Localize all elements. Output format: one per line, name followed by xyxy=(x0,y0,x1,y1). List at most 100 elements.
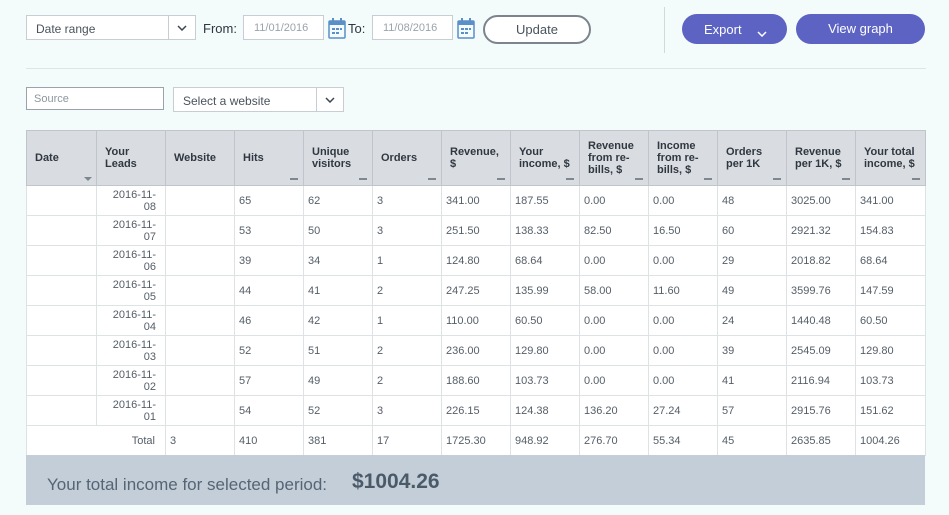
cell-revenue: 251.50 xyxy=(441,215,511,246)
cell-total-income-rebills: 55.34 xyxy=(648,425,718,456)
sort-icon[interactable] xyxy=(566,178,574,180)
cell-orders-per-1k: 41 xyxy=(717,365,787,396)
col-header-leads[interactable]: Your Leads xyxy=(96,130,166,186)
cell-total-total-income: 1004.26 xyxy=(855,425,926,456)
cell-total-orders: 17 xyxy=(372,425,442,456)
sort-icon[interactable] xyxy=(635,178,643,180)
cell-empty xyxy=(26,335,97,366)
cell-revenue: 226.15 xyxy=(441,395,511,426)
cell-orders: 3 xyxy=(372,185,442,216)
from-date-input[interactable]: 11/01/2016 xyxy=(243,15,324,40)
col-header-orders[interactable]: Orders xyxy=(372,130,442,186)
cell-orders-per-1k: 24 xyxy=(717,305,787,336)
cell-unique: 51 xyxy=(303,335,373,366)
cell-date: 2016-11-03 xyxy=(96,335,166,366)
cell-date: 2016-11-02 xyxy=(96,365,166,396)
website-select-value: Select a website xyxy=(183,94,271,108)
cell-total-income: 103.73 xyxy=(855,365,926,396)
cell-website xyxy=(165,395,235,426)
sort-icon[interactable] xyxy=(842,178,850,180)
col-header-website[interactable]: Website xyxy=(165,130,235,186)
col-header-rebills[interactable]: Revenue from re-bills, $ xyxy=(579,130,649,186)
export-button[interactable]: Export xyxy=(682,14,787,44)
cell-orders: 1 xyxy=(372,305,442,336)
cell-orders: 3 xyxy=(372,215,442,246)
cell-revenue-per-1k: 3599.76 xyxy=(786,275,856,306)
cell-income: 135.99 xyxy=(510,275,580,306)
cell-income: 129.80 xyxy=(510,335,580,366)
cell-empty xyxy=(26,245,97,276)
source-input[interactable]: Source xyxy=(26,87,164,110)
cell-orders-per-1k: 39 xyxy=(717,335,787,366)
sort-icon[interactable] xyxy=(912,178,920,180)
chevron-down-icon xyxy=(316,88,343,111)
cell-unique: 50 xyxy=(303,215,373,246)
calendar-icon[interactable] xyxy=(328,18,346,39)
sort-icon[interactable] xyxy=(428,178,436,180)
cell-unique: 41 xyxy=(303,275,373,306)
table-row: 2016-11-03 52 51 2 236.00 129.80 0.00 0.… xyxy=(26,335,926,366)
date-range-select[interactable]: Date range xyxy=(26,15,196,40)
header-label: Unique visitors xyxy=(312,146,352,170)
cell-rebills: 0.00 xyxy=(579,305,649,336)
cell-hits: 52 xyxy=(234,335,304,366)
website-select[interactable]: Select a website xyxy=(173,87,344,112)
col-header-hits[interactable]: Hits xyxy=(234,130,304,186)
cell-income: 68.64 xyxy=(510,245,580,276)
cell-income-rebills: 0.00 xyxy=(648,365,718,396)
col-header-income[interactable]: Your income, $ xyxy=(510,130,580,186)
header-label: Revenue, $ xyxy=(450,146,499,170)
header-label: Your total income, $ xyxy=(864,146,915,170)
sort-icon[interactable] xyxy=(359,178,367,180)
cell-income: 187.55 xyxy=(510,185,580,216)
table-row: 2016-11-05 44 41 2 247.25 135.99 58.00 1… xyxy=(26,275,926,306)
cell-revenue: 236.00 xyxy=(441,335,511,366)
header-label: Date xyxy=(35,152,59,164)
col-header-income-rebills[interactable]: Income from re-bills, $ xyxy=(648,130,718,186)
to-date-input[interactable]: 11/08/2016 xyxy=(372,15,453,40)
cell-empty xyxy=(26,365,97,396)
cell-orders: 2 xyxy=(372,365,442,396)
cell-orders-per-1k: 60 xyxy=(717,215,787,246)
cell-empty xyxy=(26,275,97,306)
cell-total-hits: 410 xyxy=(234,425,304,456)
cell-rebills: 82.50 xyxy=(579,215,649,246)
header-label: Revenue per 1K, $ xyxy=(795,146,842,170)
cell-revenue-per-1k: 3025.00 xyxy=(786,185,856,216)
calendar-icon[interactable] xyxy=(457,18,475,39)
sort-icon[interactable] xyxy=(290,178,298,180)
cell-orders: 2 xyxy=(372,335,442,366)
col-header-date[interactable]: Date xyxy=(26,130,97,186)
sort-icon[interactable] xyxy=(497,178,505,180)
cell-income-rebills: 0.00 xyxy=(648,185,718,216)
col-header-revenue-per-1k[interactable]: Revenue per 1K, $ xyxy=(786,130,856,186)
cell-orders: 2 xyxy=(372,275,442,306)
cell-income-rebills: 0.00 xyxy=(648,305,718,336)
header-label: Orders per 1K xyxy=(726,146,763,170)
view-graph-button[interactable]: View graph xyxy=(796,14,925,44)
cell-total-income: 129.80 xyxy=(855,335,926,366)
sort-icon[interactable] xyxy=(704,178,712,180)
table-row: 2016-11-08 65 62 3 341.00 187.55 0.00 0.… xyxy=(26,185,926,216)
col-header-revenue[interactable]: Revenue, $ xyxy=(441,130,511,186)
cell-revenue: 188.60 xyxy=(441,365,511,396)
cell-total-income: 154.83 xyxy=(855,215,926,246)
table-row: 2016-11-02 57 49 2 188.60 103.73 0.00 0.… xyxy=(26,365,926,396)
cell-date: 2016-11-08 xyxy=(96,185,166,216)
col-header-orders-per-1k[interactable]: Orders per 1K xyxy=(717,130,787,186)
cell-website xyxy=(165,215,235,246)
sort-desc-icon[interactable] xyxy=(84,177,92,181)
cell-date: 2016-11-04 xyxy=(96,305,166,336)
col-header-unique[interactable]: Unique visitors xyxy=(303,130,373,186)
col-header-total-income[interactable]: Your total income, $ xyxy=(855,130,926,186)
cell-total-income: 68.64 xyxy=(855,245,926,276)
header-label: Website xyxy=(174,152,216,164)
cell-revenue-per-1k: 2545.09 xyxy=(786,335,856,366)
update-button[interactable]: Update xyxy=(483,15,591,44)
divider xyxy=(26,68,926,69)
chevron-down-icon xyxy=(757,25,767,40)
cell-hits: 46 xyxy=(234,305,304,336)
sort-icon[interactable] xyxy=(773,178,781,180)
cell-income-rebills: 11.60 xyxy=(648,275,718,306)
header-label: Your Leads xyxy=(105,146,137,170)
